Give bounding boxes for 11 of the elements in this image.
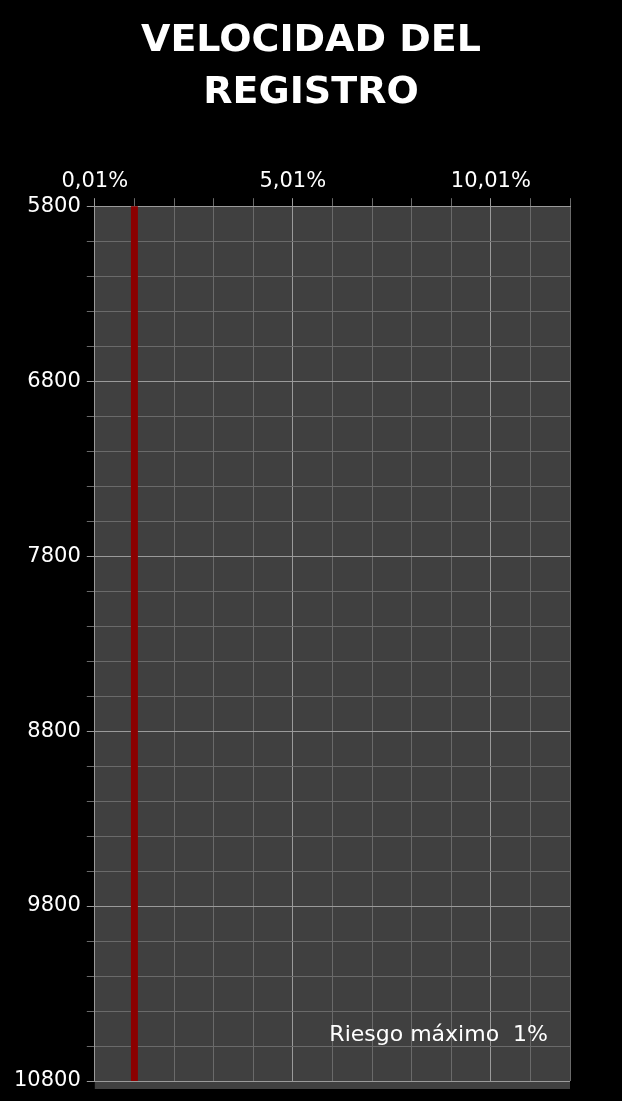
y-tick-label: 5800 [27, 192, 81, 217]
x-tick-label: 5,01% [259, 168, 327, 193]
chart-title: VELOCIDAD DEL REGISTRO [140, 15, 482, 114]
x-tick-label: 10,01% [450, 168, 531, 193]
y-tick-label: 9800 [27, 892, 81, 917]
y-tick-label: 6800 [27, 367, 81, 392]
y-tick-label: 10800 [13, 1067, 81, 1092]
y-tick-label: 7800 [27, 542, 81, 567]
y-tick-label: 8800 [27, 717, 81, 742]
annotation: Riesgo máximo 1% [329, 1021, 548, 1046]
x-tick-label: 0,01% [61, 168, 129, 193]
